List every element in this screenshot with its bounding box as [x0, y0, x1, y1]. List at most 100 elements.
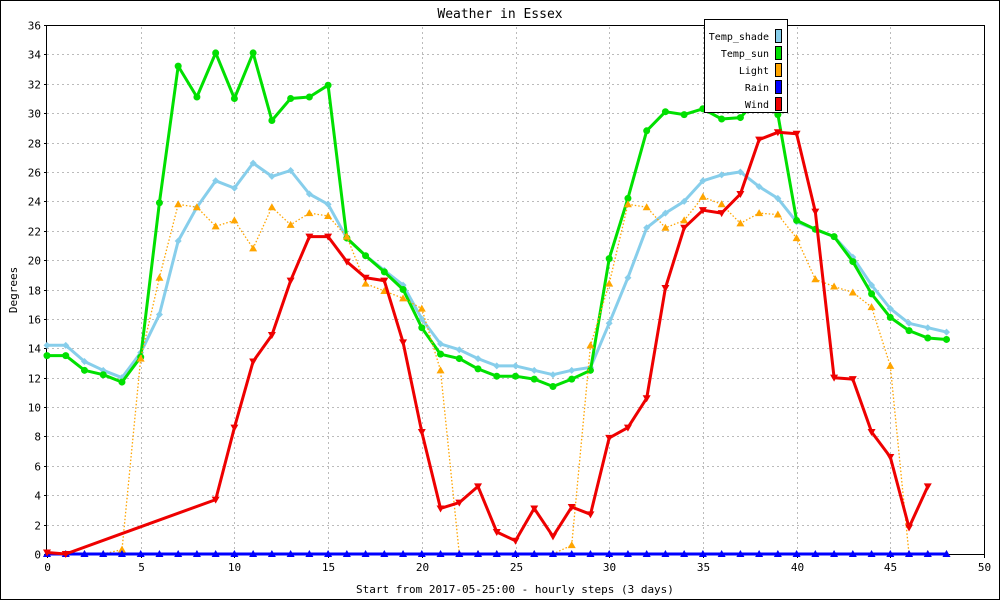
rain-point [99, 550, 108, 557]
wind-point [886, 454, 895, 462]
temp-shade-point [643, 224, 651, 232]
temp-sun-point [62, 352, 70, 360]
temp-sun-point [99, 371, 107, 379]
series-wind [43, 129, 932, 558]
temp-sun-point [905, 327, 913, 335]
temp-sun-point [230, 94, 238, 102]
x-axis-label: Start from 2017-05-25:00 - hourly steps … [356, 583, 674, 596]
y-tick-label: 32 [28, 79, 41, 92]
rain-point [698, 550, 707, 557]
wind-point [342, 258, 351, 266]
rain-point [867, 550, 876, 557]
rain-point [886, 550, 895, 557]
temp-shade-point [868, 281, 876, 289]
wind-point [698, 207, 707, 215]
rain-point [548, 550, 557, 557]
wind-point [830, 374, 839, 382]
legend: Temp_shade Temp_sun Light Rain Wind [704, 19, 788, 113]
light-point [867, 303, 876, 311]
legend-label: Temp_sun [721, 49, 769, 60]
x-tick-label: 50 [978, 561, 991, 574]
temp-sun-point [849, 258, 857, 266]
wind-point [492, 528, 501, 536]
light-point [848, 288, 857, 296]
rain-point [342, 550, 351, 557]
y-axis-label: Degrees [7, 267, 20, 313]
temp-shade-point [455, 346, 463, 354]
legend-swatch [775, 29, 782, 43]
y-tick-label: 10 [28, 402, 41, 415]
wind-point [530, 505, 539, 513]
temp-shade-point [493, 362, 501, 370]
wind-point [792, 130, 801, 138]
light-point [174, 200, 183, 208]
light-point [249, 244, 258, 252]
rain-point [136, 550, 145, 557]
temp-shade-point [699, 177, 707, 185]
temp-shade-point [624, 274, 632, 282]
temp-sun-point [680, 111, 688, 119]
wind-point [867, 429, 876, 437]
x-tick-label: 5 [138, 561, 145, 574]
x-tick-label: 25 [510, 561, 523, 574]
temp-sun-point [193, 93, 201, 101]
x-tick-label: 0 [44, 561, 51, 574]
temp-shade-point [324, 200, 332, 208]
legend-label: Rain [745, 83, 769, 94]
wind-point [361, 274, 370, 282]
rain-point [680, 550, 689, 557]
temp-sun-point [830, 233, 838, 241]
light-point [717, 200, 726, 208]
temp-shade-point [230, 184, 238, 192]
temp-shade-point [80, 358, 88, 366]
temp-sun-point [624, 194, 632, 202]
light-point [698, 192, 707, 200]
wind-point [230, 424, 239, 432]
rain-point [623, 550, 632, 557]
temp-shade-point [943, 328, 951, 336]
rain-point [474, 550, 483, 557]
temp-sun-point [643, 127, 651, 135]
legend-swatch [775, 46, 782, 60]
temp-sun-point [455, 355, 463, 363]
temp-sun-point [324, 81, 332, 89]
temp-sun-point [155, 199, 163, 207]
light-point [736, 219, 745, 227]
wind-point [417, 429, 426, 437]
wind-point [736, 190, 745, 198]
temp-sun-point [736, 114, 744, 122]
rain-point [530, 550, 539, 557]
rain-point [305, 550, 314, 557]
temp-sun-point [793, 216, 801, 224]
legend-swatch [775, 97, 782, 111]
temp-shade-point [155, 310, 163, 318]
temp-shade-point [661, 209, 669, 217]
temp-sun-point [362, 252, 370, 260]
temp-shade-point [43, 341, 51, 349]
wind-point [43, 549, 51, 557]
temp-sun-point [512, 372, 519, 380]
y-tick-label: 14 [28, 343, 42, 356]
y-tick-label: 24 [28, 196, 42, 209]
light-point [399, 294, 408, 302]
rain-point [192, 550, 201, 557]
rain-point [567, 550, 576, 557]
temp-sun-point [924, 334, 932, 342]
rain-point [923, 550, 932, 557]
y-tick-label: 16 [28, 314, 41, 327]
temp-shade-point [886, 305, 894, 313]
series-temp-sun [43, 49, 951, 390]
wind-point [380, 277, 389, 285]
light-point [661, 223, 670, 231]
temp-sun-point [437, 350, 445, 358]
light-point [830, 282, 839, 290]
rain-point [286, 550, 295, 557]
wind-point [305, 233, 314, 241]
temp-shade-point [512, 362, 519, 370]
temp-shade-point [905, 319, 913, 327]
wind-point [717, 210, 726, 218]
light-point [342, 232, 351, 240]
